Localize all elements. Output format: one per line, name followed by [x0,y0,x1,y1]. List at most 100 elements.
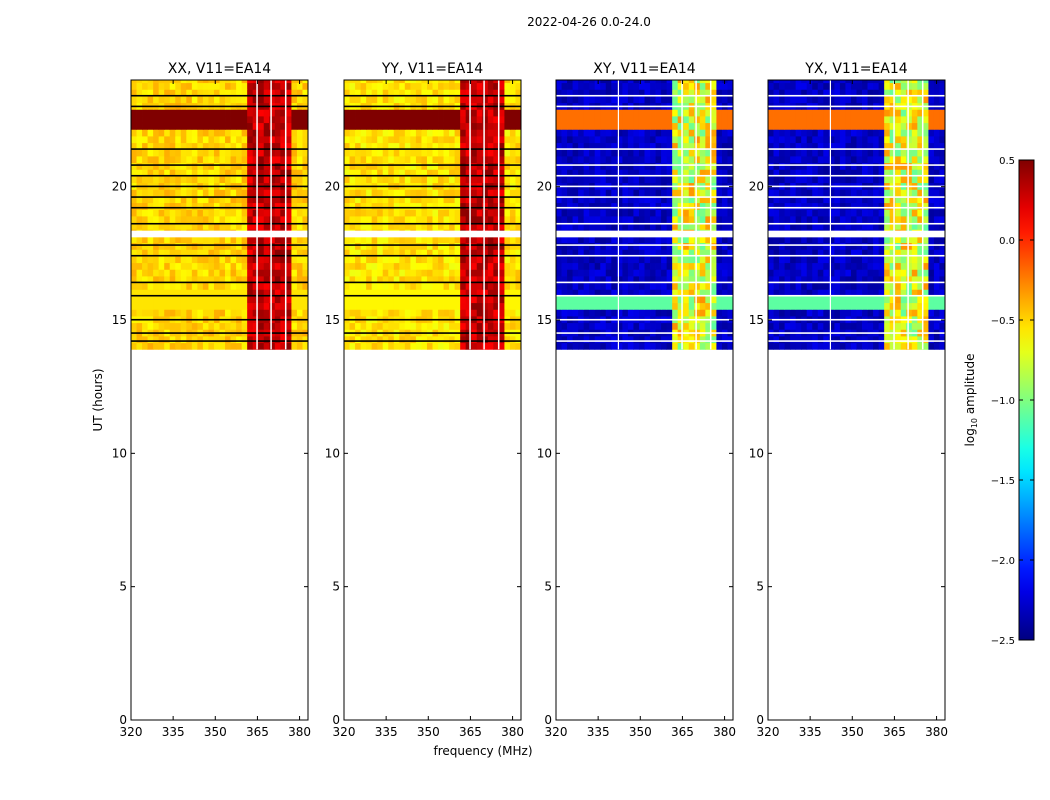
heatmap-cell [672,209,679,217]
heatmap-cell [828,236,835,244]
heatmap-cell [213,169,220,177]
heatmap-cell [274,96,281,104]
heatmap-cell [202,269,209,277]
heatmap-cell [371,322,378,330]
heatmap-cell [650,122,656,130]
heatmap-cell [683,282,690,290]
heatmap-cell [721,209,728,217]
heatmap-cell [460,162,467,170]
heatmap-cell [399,209,406,217]
heatmap-cell [823,296,830,304]
heatmap-cell [465,282,472,290]
heatmap-cell [561,309,568,317]
heatmap-cell [382,289,389,297]
heatmap-cell [856,236,863,244]
heatmap-cell [371,136,378,144]
heatmap-cell [572,336,579,344]
heatmap-cell [867,256,874,264]
heatmap-cell [269,209,276,217]
heatmap-cell [594,216,601,224]
x-tick-label: 365 [459,725,482,739]
heatmap-cell [845,302,852,310]
heatmap-cell [928,276,935,284]
heatmap-cell [498,156,505,164]
heatmap-cell [666,96,673,104]
heatmap-cell [493,296,500,304]
heatmap-cell [197,249,204,257]
x-tick-label: 365 [246,725,269,739]
heatmap-cell [186,169,193,177]
heatmap-cell [158,309,165,317]
heatmap-cell [677,80,684,84]
heatmap-cell [225,242,231,250]
heatmap-cell [302,236,309,244]
heatmap-cell [269,122,276,130]
heatmap-cell [432,249,439,257]
heatmap-cell [589,296,596,304]
heatmap-cell [721,242,728,250]
heatmap-cell [611,222,618,230]
heatmap-cell [421,249,428,257]
heatmap-cell [828,322,835,330]
heatmap-cell [605,89,612,97]
heatmap-cell [721,82,728,90]
heatmap-cell [710,342,717,350]
heatmap-cell [699,80,706,84]
heatmap-cell [834,162,841,170]
heatmap-cell [677,336,684,344]
heatmap-cell [856,196,863,204]
heatmap-cell [583,209,590,217]
heatmap-cell [790,169,797,177]
heatmap-cell [169,202,176,210]
heatmap-cell [578,129,585,137]
heatmap-cell [241,129,248,137]
heatmap-cell [922,196,929,204]
heatmap-cell [939,269,946,277]
heatmap-cell [164,249,171,257]
heatmap-cell [285,342,292,350]
heatmap-cell [296,236,303,244]
heatmap-cell [572,276,579,284]
heatmap-cell [360,169,367,177]
heatmap-cell [355,309,361,317]
heatmap-cell [142,80,148,84]
heatmap-cell [131,96,137,104]
heatmap-cell [633,269,640,277]
heatmap-cell [939,276,946,284]
heatmap-cell [812,289,819,297]
heatmap-cell [285,80,292,84]
heatmap-cell [263,116,270,124]
heatmap-cell [716,96,723,104]
heatmap-cell [147,142,154,150]
heatmap-cell [449,109,456,117]
flagged-channel [469,80,471,350]
heatmap-cell [727,242,734,250]
heatmap-cell [661,142,668,150]
heatmap-cell [158,289,165,297]
heatmap-cell [269,176,276,184]
heatmap-cell [594,342,601,350]
heatmap-cell [382,342,389,350]
heatmap-cell [917,282,924,290]
heatmap-cell [638,336,645,344]
heatmap-cell [153,216,160,224]
flagged-row [131,340,308,342]
heatmap-cell [476,169,483,177]
heatmap-cell [269,162,276,170]
heatmap-cell [801,289,808,297]
heatmap-cell [291,96,298,104]
heatmap-cell [460,96,467,104]
heatmap-cell [889,209,896,217]
heatmap-cell [349,236,356,244]
heatmap-cell [605,109,612,117]
heatmap-cell [862,209,868,217]
heatmap-cell [509,142,516,150]
heatmap-cell [136,236,143,244]
heatmap-cell [600,282,607,290]
heatmap-cell [285,289,292,297]
heatmap-cell [638,122,645,130]
heatmap-cell [867,262,874,270]
heatmap-cell [504,296,511,304]
heatmap-cell [867,176,874,184]
heatmap-cell [856,189,863,197]
